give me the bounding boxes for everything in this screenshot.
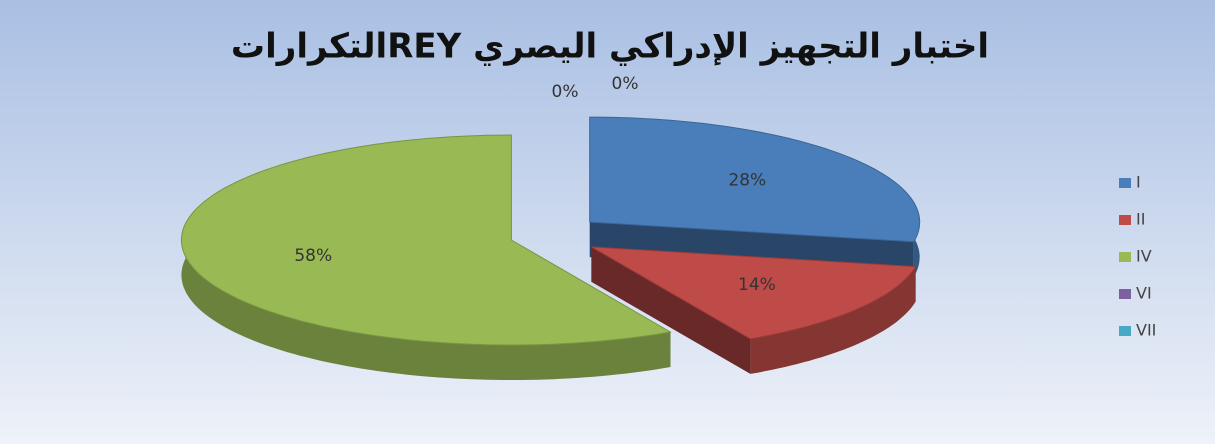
data-label: 0% bbox=[552, 82, 579, 102]
slice bbox=[591, 246, 917, 340]
slice-wall bbox=[591, 246, 751, 374]
legend-label: I bbox=[1136, 173, 1141, 192]
data-label: 58% bbox=[294, 246, 332, 266]
legend-swatch bbox=[1119, 289, 1131, 299]
slice bbox=[589, 116, 921, 243]
legend-label: IV bbox=[1136, 247, 1152, 266]
slice-side bbox=[750, 266, 916, 374]
legend-swatch bbox=[1119, 178, 1131, 188]
legend-label: VII bbox=[1136, 321, 1156, 340]
legend-swatch bbox=[1119, 326, 1131, 336]
chart-title: اختبار التجهيز الإدراكي اليصري REYالتكرا… bbox=[231, 27, 989, 67]
slice-side bbox=[181, 135, 671, 380]
legend-swatch bbox=[1119, 215, 1131, 225]
legend-label: II bbox=[1136, 210, 1145, 229]
legend-swatch bbox=[1119, 252, 1131, 262]
data-label: 14% bbox=[738, 275, 776, 295]
data-label: 0% bbox=[612, 74, 639, 94]
data-label: 28% bbox=[728, 171, 766, 191]
legend-label: VI bbox=[1136, 284, 1152, 303]
slice bbox=[180, 134, 672, 346]
